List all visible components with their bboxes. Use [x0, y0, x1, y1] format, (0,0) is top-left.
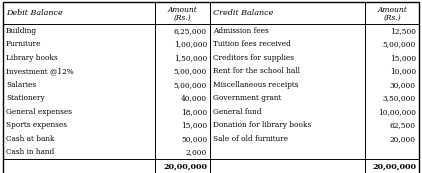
Text: 20,00,000: 20,00,000 — [372, 162, 416, 171]
Text: Stationery: Stationery — [6, 94, 45, 102]
Text: Cash in hand: Cash in hand — [6, 148, 54, 156]
Text: Sale of old furniture: Sale of old furniture — [213, 135, 288, 143]
Text: (Rs.): (Rs.) — [383, 14, 401, 22]
Text: Cash at bank: Cash at bank — [6, 135, 54, 143]
Text: 1,00,000: 1,00,000 — [174, 40, 207, 48]
Text: 30,000: 30,000 — [390, 81, 416, 89]
Text: 50,000: 50,000 — [181, 135, 207, 143]
Text: Miscellaneous receipts: Miscellaneous receipts — [213, 81, 298, 89]
Text: 10,000: 10,000 — [390, 67, 416, 75]
Text: 62,500: 62,500 — [390, 121, 416, 129]
Text: 10,00,000: 10,00,000 — [378, 108, 416, 116]
Text: Library books: Library books — [6, 54, 58, 62]
Text: Amount: Amount — [377, 6, 407, 14]
Text: 15,000: 15,000 — [181, 121, 207, 129]
Text: 40,000: 40,000 — [181, 94, 207, 102]
Text: Salaries: Salaries — [6, 81, 36, 89]
Text: Admission fees: Admission fees — [213, 27, 269, 35]
Text: 5,00,000: 5,00,000 — [174, 81, 207, 89]
Text: Investment @12%: Investment @12% — [6, 67, 74, 75]
Text: Government grant: Government grant — [213, 94, 281, 102]
Text: 20,00,000: 20,00,000 — [163, 162, 207, 171]
Text: 2,000: 2,000 — [186, 148, 207, 156]
Text: Building: Building — [6, 27, 37, 35]
Text: Donation for library books: Donation for library books — [213, 121, 311, 129]
Text: 6,25,000: 6,25,000 — [174, 27, 207, 35]
Text: 1,50,000: 1,50,000 — [174, 54, 207, 62]
Text: Furniture: Furniture — [6, 40, 41, 48]
Text: Debit Balance: Debit Balance — [6, 9, 63, 17]
Text: 12,500: 12,500 — [390, 27, 416, 35]
Text: 20,000: 20,000 — [390, 135, 416, 143]
Text: Amount: Amount — [168, 6, 197, 14]
Text: General fund: General fund — [213, 108, 262, 116]
Text: (Rs.): (Rs.) — [174, 14, 191, 22]
Text: 3,50,000: 3,50,000 — [383, 94, 416, 102]
Text: 18,000: 18,000 — [181, 108, 207, 116]
Text: Sports expenses: Sports expenses — [6, 121, 67, 129]
Text: Rent for the school hall: Rent for the school hall — [213, 67, 300, 75]
Text: 15,000: 15,000 — [390, 54, 416, 62]
Text: Creditors for supplies: Creditors for supplies — [213, 54, 294, 62]
Text: 5,00,000: 5,00,000 — [383, 40, 416, 48]
Text: Tuition fees received: Tuition fees received — [213, 40, 291, 48]
Text: Credit Balance: Credit Balance — [213, 9, 273, 17]
Text: 5,00,000: 5,00,000 — [174, 67, 207, 75]
Text: General expenses: General expenses — [6, 108, 72, 116]
